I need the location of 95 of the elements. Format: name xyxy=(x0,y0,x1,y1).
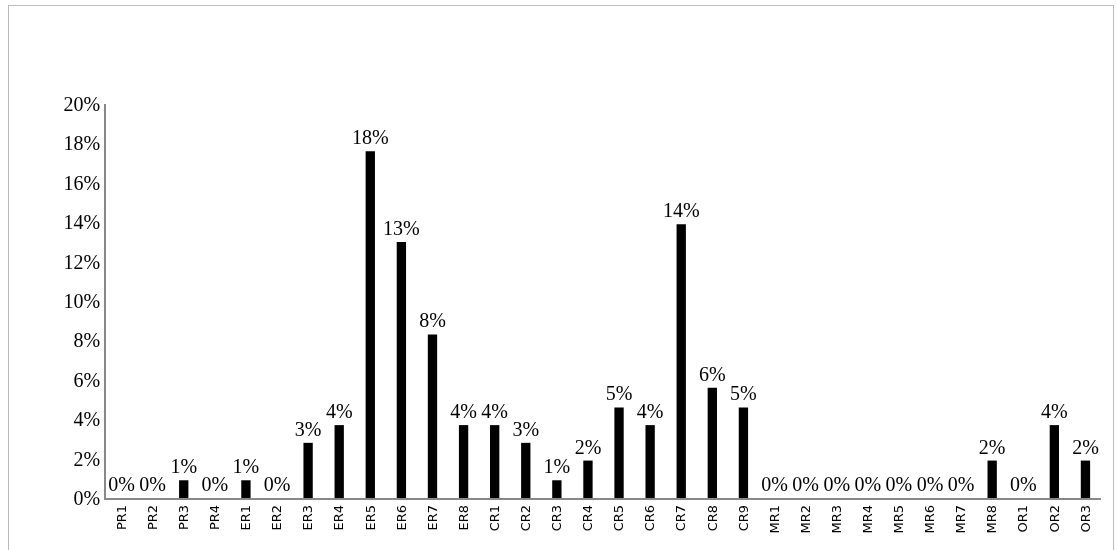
data-label: 1% xyxy=(232,455,260,478)
bar xyxy=(1049,425,1060,498)
y-tick-label: 14% xyxy=(63,211,101,234)
y-tick-label: 4% xyxy=(73,408,101,431)
bar xyxy=(707,387,717,498)
bar xyxy=(334,425,344,498)
data-label: 8% xyxy=(419,309,446,332)
x-tick-label: PR1 xyxy=(113,504,129,531)
data-label: 0% xyxy=(108,473,135,495)
y-tick-label: 18% xyxy=(63,132,101,155)
data-label: 3% xyxy=(512,417,540,440)
bar xyxy=(303,442,313,498)
x-tick-label: MR1 xyxy=(766,504,782,534)
bar xyxy=(490,425,500,498)
bar xyxy=(179,480,189,498)
bar xyxy=(614,407,624,498)
y-tick-label: 2% xyxy=(73,447,101,470)
data-label: 0% xyxy=(916,473,944,495)
data-label: 0% xyxy=(823,473,851,495)
bar xyxy=(738,407,749,498)
data-label: 4% xyxy=(450,400,477,423)
bar xyxy=(552,480,562,498)
bar xyxy=(645,425,655,498)
x-tick-label: MR8 xyxy=(984,504,1000,534)
y-tick-label: 8% xyxy=(73,329,101,352)
x-tick-label: MR6 xyxy=(922,504,938,534)
x-tick-label: ER7 xyxy=(424,504,440,531)
x-tick-label: CR9 xyxy=(735,504,751,532)
data-label: 0% xyxy=(792,473,819,495)
x-tick-label: CR8 xyxy=(704,504,720,532)
x-tick-label: MR3 xyxy=(828,504,844,534)
x-tick-label: MR7 xyxy=(953,504,969,534)
data-label: 14% xyxy=(662,199,700,222)
data-label: 6% xyxy=(698,362,726,385)
x-tick-label: MR2 xyxy=(797,504,813,534)
bar xyxy=(676,224,686,498)
data-label: 0% xyxy=(885,473,913,495)
data-label: 0% xyxy=(1009,473,1037,495)
y-tick-label: 0% xyxy=(73,487,101,509)
x-tick-label: ER6 xyxy=(393,504,409,531)
y-tick-label: 16% xyxy=(63,171,101,194)
x-tick-label: PR2 xyxy=(144,504,160,531)
x-tick-label: ER8 xyxy=(455,504,471,531)
data-label: 4% xyxy=(481,400,509,423)
x-tick-label: MR5 xyxy=(891,504,907,534)
data-label: 1% xyxy=(170,455,198,478)
bar xyxy=(521,442,531,498)
data-label: 5% xyxy=(605,382,633,405)
y-tick-label: 10% xyxy=(63,290,101,312)
y-tick-label: 20% xyxy=(63,93,101,115)
x-tick-label: CR4 xyxy=(580,504,596,532)
x-tick-label: ER1 xyxy=(238,504,254,531)
data-label: 2% xyxy=(574,435,602,458)
data-label: 1% xyxy=(543,455,571,478)
y-tick-label: 6% xyxy=(73,368,101,391)
x-tick-label: CR5 xyxy=(611,504,627,532)
bar xyxy=(1080,460,1091,498)
data-label: 0% xyxy=(263,473,291,495)
data-label: 5% xyxy=(730,382,757,405)
x-tick-label: PR4 xyxy=(207,504,223,531)
data-label: 4% xyxy=(325,400,353,423)
data-label: 0% xyxy=(201,473,229,495)
bar xyxy=(987,460,997,498)
data-label: 2% xyxy=(978,435,1006,458)
x-tick-label: OR2 xyxy=(1046,504,1062,533)
x-tick-label: CR2 xyxy=(517,504,533,532)
x-tick-label: ER3 xyxy=(300,504,316,531)
data-label: 18% xyxy=(351,126,389,149)
x-tick-label: CR3 xyxy=(549,504,565,532)
y-tick-label: 12% xyxy=(63,250,101,273)
x-tick-label: CR7 xyxy=(673,504,689,532)
bar xyxy=(458,425,469,498)
data-label: 0% xyxy=(139,473,166,495)
x-tick-label: ER5 xyxy=(362,504,378,531)
x-tick-label: PR3 xyxy=(175,504,191,531)
data-label: 2% xyxy=(1072,435,1099,458)
x-tick-label: CR6 xyxy=(642,504,658,532)
x-tick-label: OR1 xyxy=(1015,504,1031,533)
bar xyxy=(583,460,593,498)
data-label: 4% xyxy=(1041,400,1068,423)
x-tick-label: CR1 xyxy=(486,504,502,532)
bar xyxy=(427,334,438,498)
x-tick-label: ER4 xyxy=(331,504,347,531)
data-label: 3% xyxy=(294,417,322,440)
data-label: 4% xyxy=(636,400,664,423)
data-label: 0% xyxy=(854,473,882,495)
x-tick-label: OR3 xyxy=(1077,504,1093,533)
bar xyxy=(396,241,407,498)
x-tick-label: ER2 xyxy=(269,504,285,531)
bar xyxy=(365,151,375,498)
data-label: 13% xyxy=(383,216,420,239)
data-label: 0% xyxy=(761,473,788,495)
data-label: 0% xyxy=(947,473,975,495)
bar xyxy=(241,480,251,498)
x-tick-label: MR4 xyxy=(860,504,876,534)
